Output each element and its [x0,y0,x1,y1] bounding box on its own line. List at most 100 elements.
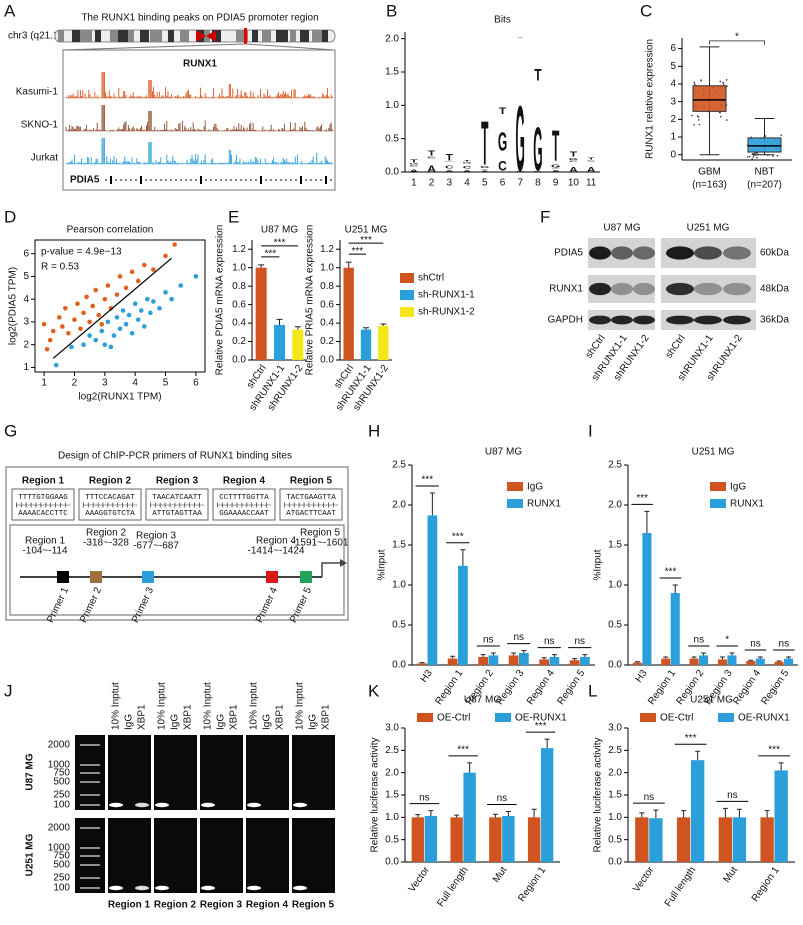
track-name: Kasumi-1 [16,87,59,98]
region-label: Region 3 [200,900,243,911]
x-tick-label: 7 [517,178,523,189]
ideogram-band [180,30,189,42]
tss-arrow [321,562,340,577]
significance-label: *** [351,246,363,257]
blot-band [723,246,751,260]
legend-label: OE-RUNX1 [515,713,567,724]
blot-group: U87 MG [603,223,640,234]
logo-letter: T [517,37,525,38]
primer-label: Primer 3 [130,585,156,624]
bar [569,660,580,665]
fit-line [52,257,172,359]
y-tick-label: 2.0 [608,767,622,778]
gel-band [135,802,149,808]
y-tick-label: 1.5 [385,790,399,801]
jitter-point [752,156,755,158]
sequence-box [145,488,209,521]
gel-block [154,735,197,810]
jitter-point [694,83,696,86]
region-label: Region 2 [154,900,197,911]
binding-site [266,571,278,583]
y-tick-label: 0.0 [608,857,622,868]
y-tick-label: 0.0 [392,660,406,671]
x-tick-label: 6 [193,378,199,389]
binding-site [142,571,154,583]
logo-letter: C [551,168,560,169]
primer-label: Primer 2 [78,585,104,624]
blot-band [589,282,611,296]
bar [527,817,541,862]
scatter-point [151,299,156,304]
y-tick-label: 0.0 [608,660,622,671]
significance-bracket [709,40,765,45]
ideogram-band [58,30,64,42]
error-bar [467,762,473,773]
error-bar [695,750,701,761]
logo-letter: T [534,67,542,85]
scatter-point [129,331,135,336]
region-name: Region 3 [156,476,199,487]
scatter-point [75,301,80,307]
y-tick-label: 1 [670,132,676,143]
bar [424,815,438,862]
ideogram-band [168,30,174,42]
scatter-point [90,303,95,309]
ladder-label: 750 [53,768,70,779]
significance-label: ns [419,792,430,803]
bar [518,653,529,665]
logo-letter: T [446,153,454,163]
x-tick-label: H3 [633,668,650,685]
binding-site [90,571,102,583]
jitter-point [757,153,759,156]
gel-block [108,735,151,810]
forward-sequence: TACTGAAGTTA [286,494,336,502]
significance-label: *** [421,475,433,486]
jitter-point [767,154,769,156]
y-axis-label: %Input [377,549,388,580]
y-tick-label: 1.0 [392,580,406,591]
significance-label: ns [727,790,738,801]
error-bar [419,662,425,664]
panel-letter: I [588,421,593,440]
scatter-point [44,346,50,352]
x-tick-label: Region 1 [433,668,465,707]
legend-swatch [507,482,523,491]
error-bar [544,738,550,749]
y-tick-label: 1.0 [385,100,399,111]
x-tick-label: Region 1 [750,865,782,904]
bar [661,658,671,665]
site-range: -1591~-1601 [292,538,349,549]
lane-header: 10% Inptut [157,682,168,730]
centromere [196,30,216,42]
bar [727,655,737,665]
bar [427,515,438,665]
blot-band [723,315,751,325]
blot-band [723,282,751,296]
ideogram-band [312,30,324,42]
y-tick-label: 0.0 [232,355,246,366]
logo-letter: C [463,165,472,169]
blot-band [589,246,611,260]
significance-label: *** [535,721,547,732]
significance-label: *** [457,744,469,755]
y-tick-label: 1 [23,362,29,373]
chart-title: U87 MG [464,695,501,706]
region-label: Region 5 [292,900,335,911]
gel-band [293,885,307,891]
y-tick-label: 6 [670,43,676,54]
significance-label: ns [497,793,508,804]
legend-swatch [400,290,414,300]
error-bar [639,812,645,818]
ideogram-band [95,30,101,42]
error-bar [748,659,754,661]
signal-track [65,105,333,131]
gel-band [201,885,215,891]
ideogram-band [212,30,221,42]
legend-swatch [710,499,726,508]
x-tick-label: 6 [500,178,506,189]
scatter-point [93,337,99,343]
scatter-point [87,333,92,338]
gel-band [201,802,215,808]
scatter-point [123,321,129,327]
scatter-point [63,305,68,311]
